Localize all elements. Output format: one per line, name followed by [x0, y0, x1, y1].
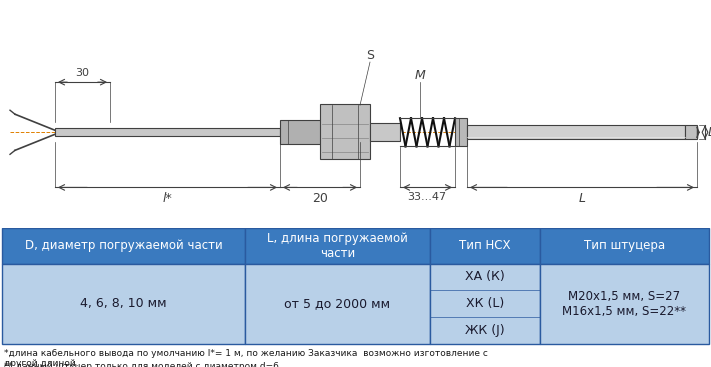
Text: *длина кабельного вывода по умолчанию l*= 1 м, по желанию Заказчика  возможно из: *длина кабельного вывода по умолчанию l*…: [4, 349, 488, 367]
Bar: [55, 128, 280, 136]
Bar: [467, 125, 685, 139]
Text: 4, 6, 8, 10 мм: 4, 6, 8, 10 мм: [80, 297, 167, 310]
Text: ХА (К): ХА (К): [465, 270, 505, 283]
Bar: [245, 228, 430, 264]
Text: от 5 до 2000 мм: от 5 до 2000 мм: [284, 297, 390, 310]
Bar: [2, 228, 245, 264]
Bar: [320, 104, 370, 159]
Bar: [430, 264, 540, 344]
Text: ХК (L): ХК (L): [466, 297, 504, 310]
Bar: [685, 125, 697, 139]
Text: L: L: [579, 192, 585, 206]
Bar: [540, 264, 709, 344]
Text: M: M: [415, 69, 425, 82]
Text: ЖК (J): ЖК (J): [465, 324, 505, 337]
Text: Тип НСХ: Тип НСХ: [459, 239, 510, 252]
Bar: [430, 228, 540, 264]
Text: ** данный штуцер только для моделей с диаметром d=6.: ** данный штуцер только для моделей с ди…: [4, 362, 282, 367]
Text: l*: l*: [162, 192, 172, 206]
Text: 30: 30: [75, 68, 89, 78]
Bar: [370, 123, 400, 141]
Text: 20: 20: [312, 192, 328, 206]
Bar: [245, 264, 430, 344]
Text: L, длина погружаемой
части: L, длина погружаемой части: [267, 232, 408, 259]
Bar: [540, 228, 709, 264]
Bar: [2, 264, 245, 344]
Text: ТРИД ТП104: ТРИД ТП104: [6, 13, 134, 31]
Bar: [455, 118, 467, 146]
Text: 33...47: 33...47: [407, 192, 447, 203]
Text: S: S: [366, 49, 374, 62]
Text: М20х1,5 мм, S=27
М16х1,5 мм, S=22**: М20х1,5 мм, S=27 М16х1,5 мм, S=22**: [562, 290, 687, 317]
Bar: [280, 120, 325, 144]
Text: D: D: [708, 126, 711, 139]
Text: Тип штуцера: Тип штуцера: [584, 239, 665, 252]
Text: D, диаметр погружаемой части: D, диаметр погружаемой части: [25, 239, 223, 252]
